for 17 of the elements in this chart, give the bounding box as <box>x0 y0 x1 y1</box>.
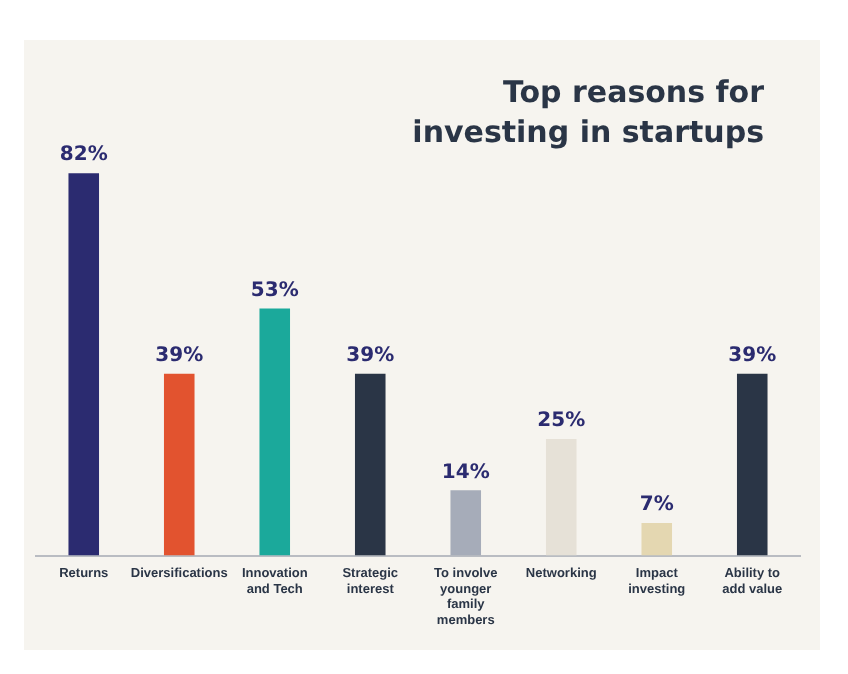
data-label: 14% <box>441 461 490 484</box>
chart-title: Top reasons for investing in startups <box>410 72 764 152</box>
data-label: 7% <box>639 494 674 517</box>
bar <box>450 490 482 556</box>
data-label: 82% <box>59 144 108 167</box>
data-label: 53% <box>250 279 299 302</box>
data-label: 39% <box>155 344 204 367</box>
bar <box>545 439 577 556</box>
bar <box>259 308 291 556</box>
bar <box>163 373 195 556</box>
bar <box>736 373 768 556</box>
data-label: 39% <box>728 344 777 367</box>
bar <box>354 373 386 556</box>
bar <box>641 522 673 556</box>
data-label: 39% <box>346 344 395 367</box>
bar <box>68 173 100 556</box>
data-label: 25% <box>537 410 586 433</box>
